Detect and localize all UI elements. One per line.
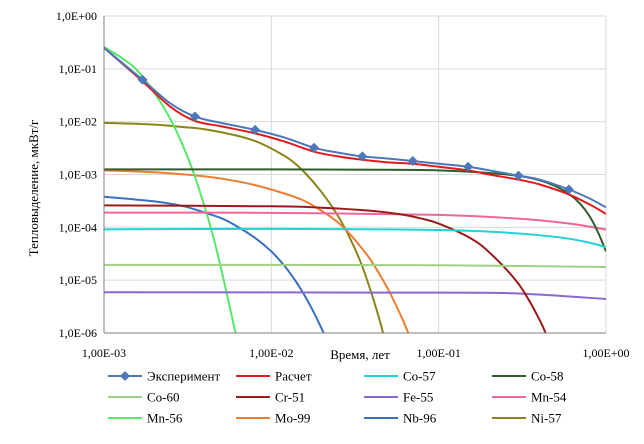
series-marker [407,156,418,167]
y-tick-label: 1,0E-04 [59,220,97,234]
series-line-cr-51 [104,204,547,333]
legend-item-эксперимент: Эксперимент [108,369,220,384]
y-tick-label: 1,0E-05 [59,273,97,287]
legend-label: Mo-99 [275,411,310,426]
legend-item-mn-54: Mn-54 [492,390,567,405]
series-marker [137,74,148,85]
series-line-co-60 [104,263,606,268]
legend-label: Fe-55 [403,390,433,405]
legend: Эксперимент Расчет Co-57 Co-58 Co-60 Cr-51 Fe-… [108,369,567,426]
legend-item-cr-51: Cr-51 [236,390,305,405]
legend-label: Co-58 [531,369,564,384]
series-расчет [104,47,606,215]
series-line-co-57 [104,227,606,249]
series-line-ni-57 [104,121,384,333]
legend-item-co-60: Co-60 [108,390,180,405]
series-marker [309,142,320,153]
legend-item-co-57: Co-57 [364,369,436,384]
legend-item-ni-57: Ni-57 [492,411,562,426]
legend-item-mo-99: Mo-99 [236,411,310,426]
legend-label: Mn-54 [531,390,567,405]
series-mo-99 [104,169,410,333]
x-tick-label: 1,00E-03 [82,346,126,360]
legend-item-nb-96: Nb-96 [364,411,437,426]
legend-label: Co-57 [403,369,436,384]
x-axis-title: Время, лет [330,347,390,362]
series-эксперимент [104,47,606,209]
series-co-57 [104,227,606,249]
y-tick-label: 1,0E+00 [56,9,97,23]
x-tick-label: 1,00E+00 [582,346,629,360]
series-marker [357,151,368,162]
series-marker [563,184,574,195]
y-tick-label: 1,0E-06 [59,326,97,340]
series-marker [463,161,474,172]
series-marker [513,170,524,181]
y-tick-label: 1,0E-03 [59,168,97,182]
series-line-mo-99 [104,169,410,333]
series-co-60 [104,263,606,268]
legend-label: Ni-57 [531,411,562,426]
series-nb-96 [104,195,325,333]
y-tick-label: 1,0E-02 [59,115,97,129]
x-tick-label: 1,00E-02 [249,346,293,360]
axes: 1,0E+00 1,0E-01 1,0E-02 1,0E-03 1,0E-04 1,0E-… [56,9,630,360]
legend-label: Nb-96 [403,411,437,426]
legend-label: Расчет [275,369,312,384]
x-tick-label: 1,00E-01 [417,346,461,360]
series-line-расчет [104,47,606,215]
legend-marker [120,371,130,381]
legend-label: Cr-51 [275,390,305,405]
legend-item-co-58: Co-58 [492,369,564,384]
series-line-nb-96 [104,195,325,333]
legend-item-расчет: Расчет [236,369,312,384]
legend-item-fe-55: Fe-55 [364,390,433,405]
series-marker [190,111,201,122]
legend-label: Mn-56 [147,411,183,426]
series-cr-51 [104,204,547,333]
y-axis-title: Тепловыделение, мкВт/г [26,120,41,257]
series-line-mn-54 [104,211,606,231]
legend-label: Co-60 [147,390,180,405]
legend-label: Эксперимент [147,369,220,384]
series-ni-57 [104,121,384,333]
series-fe-55 [104,291,606,300]
legend-item-mn-56: Mn-56 [108,411,183,426]
series-mn-54 [104,211,606,231]
series-line-fe-55 [104,291,606,300]
y-tick-label: 1,0E-01 [59,62,97,76]
series-layer [104,46,606,333]
series-marker [250,124,261,135]
